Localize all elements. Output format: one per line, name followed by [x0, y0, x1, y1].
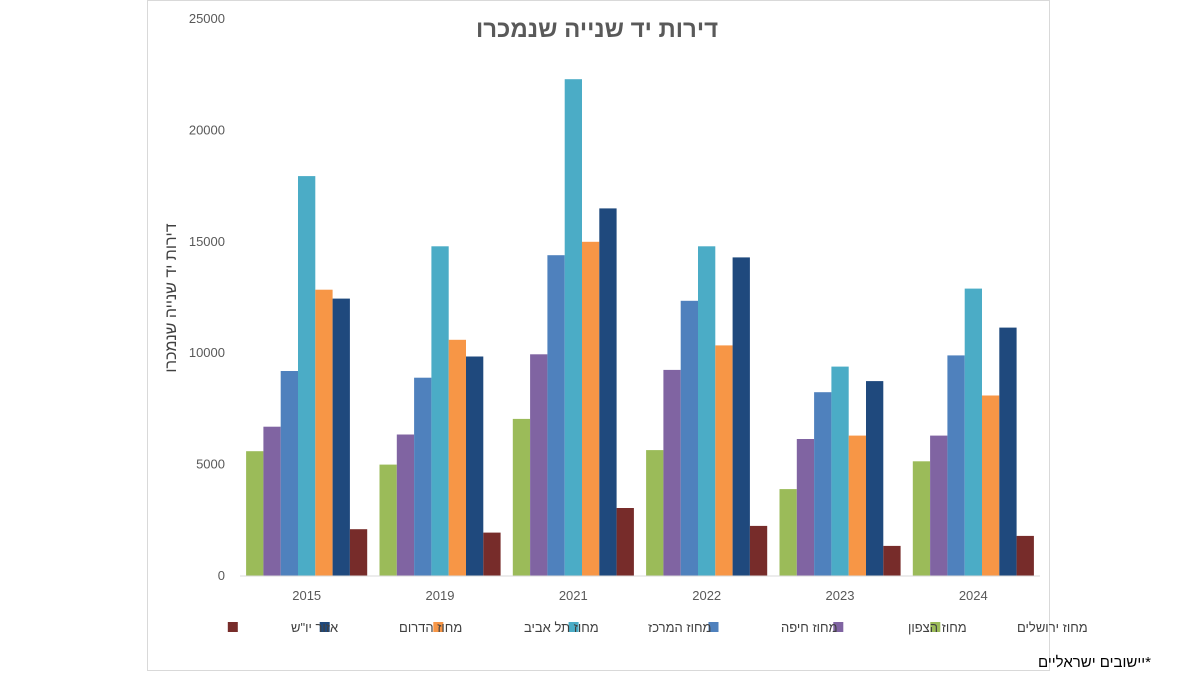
bar: [749, 525, 768, 576]
legend-swatch: [708, 622, 719, 632]
y-axis: 0 5000 10000 15000 20000 25000: [189, 11, 225, 583]
legend-label: מחוז ירושלים: [1017, 620, 1088, 635]
bar: [866, 381, 884, 576]
bar: [599, 208, 617, 576]
bar: [680, 300, 698, 576]
legend-item: מחוז הצפון: [833, 620, 967, 635]
bar: [646, 450, 664, 576]
x-tick-label: 2019: [426, 588, 455, 603]
legend-label: מחוז תל אביב: [524, 620, 599, 635]
legend-item: מחוז תל אביב: [433, 620, 599, 635]
x-axis: 2015 2019 2021 2022 2023 2024: [292, 588, 988, 603]
bar: [912, 461, 931, 576]
bar: [246, 451, 264, 576]
y-tick-label: 0: [218, 568, 225, 583]
bar: [831, 366, 849, 576]
bar: [431, 246, 449, 577]
bars: [246, 79, 1034, 577]
footnote: *יישובים ישראליים: [1038, 654, 1151, 671]
bar: [263, 426, 281, 576]
bar: [512, 418, 531, 576]
bar: [298, 176, 316, 576]
bar: [315, 289, 333, 576]
legend-swatch: [433, 622, 444, 632]
bar: [396, 434, 415, 576]
x-tick-label: 2024: [959, 588, 988, 603]
bar: [379, 464, 397, 576]
y-tick-label: 15000: [189, 234, 225, 249]
legend-item: מחוז הדרום: [319, 620, 462, 635]
bar: [582, 241, 600, 577]
bar: [280, 371, 298, 576]
bar: [883, 545, 901, 576]
legend-swatch: [930, 622, 941, 632]
legend: מחוז ירושלים מחוז הצפון מחוז חיפה מחוז המרכ…: [227, 620, 1088, 635]
x-tick-label: 2022: [692, 588, 721, 603]
legend-swatch: [568, 622, 579, 632]
bar: [466, 356, 484, 576]
legend-swatch: [319, 622, 330, 632]
legend-label: מחוז המרכז: [648, 620, 711, 635]
legend-swatch: [227, 622, 238, 632]
bar: [547, 255, 565, 576]
bar: [964, 288, 982, 576]
x-tick-label: 2023: [826, 588, 855, 603]
bar: [848, 435, 866, 576]
bar: [564, 79, 582, 576]
bar: [796, 439, 815, 576]
y-tick-label: 5000: [196, 457, 225, 472]
x-tick-label: 2021: [559, 588, 588, 603]
legend-label: אזור יו"ש: [291, 620, 338, 635]
bar: [732, 257, 750, 576]
legend-swatch: [833, 622, 844, 632]
bar: [779, 489, 797, 576]
legend-item: אזור יו"ש: [227, 620, 338, 635]
bar: [530, 354, 548, 576]
legend-item: מחוז חיפה: [708, 620, 838, 635]
bar: [698, 246, 716, 577]
y-tick-label: 10000: [189, 345, 225, 360]
bar: [414, 377, 432, 576]
bar: [814, 392, 832, 576]
bar: [715, 345, 733, 576]
x-tick-label: 2015: [292, 588, 321, 603]
chart-title: דירות יד שנייה שנמכרו: [476, 16, 718, 43]
bar: [349, 529, 368, 576]
bar: [982, 395, 1000, 576]
legend-label: מחוז הדרום: [399, 620, 462, 635]
bar: [332, 298, 350, 576]
bar: [663, 369, 681, 576]
legend-item: מחוז ירושלים: [930, 620, 1088, 635]
bar: [1016, 535, 1034, 576]
bar: [448, 339, 466, 576]
legend-label: מחוז הצפון: [908, 620, 967, 635]
bar: [947, 355, 965, 576]
bar: [999, 327, 1017, 576]
y-tick-label: 20000: [189, 122, 225, 137]
bar: [483, 532, 501, 576]
y-tick-label: 25000: [189, 11, 225, 26]
legend-label: מחוז חיפה: [781, 620, 838, 635]
y-axis-title: דירות יד שנייה שנמכרו: [163, 223, 180, 372]
bar: [930, 435, 948, 576]
bar: [616, 508, 634, 576]
legend-item: מחוז המרכז: [568, 620, 711, 635]
